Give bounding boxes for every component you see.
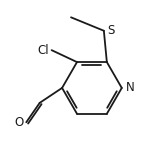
Text: O: O [15, 116, 24, 129]
Text: S: S [108, 24, 115, 37]
Text: N: N [126, 81, 135, 94]
Text: Cl: Cl [38, 44, 49, 57]
